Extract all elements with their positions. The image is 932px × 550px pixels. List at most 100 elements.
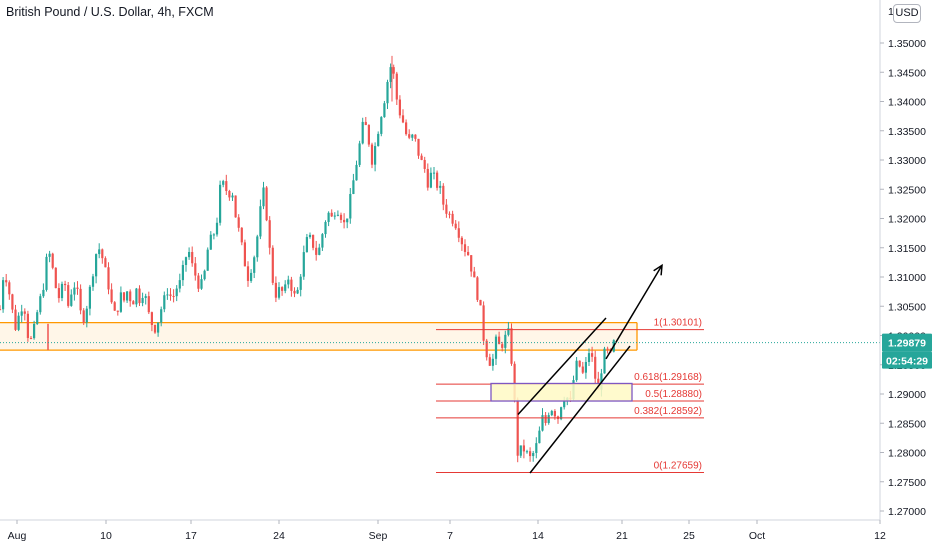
candle-body (339, 214, 343, 220)
candle-body (287, 279, 290, 285)
candle-body (594, 356, 597, 379)
candle-body (405, 122, 408, 135)
y-tick-label: 1.35000 (888, 38, 926, 50)
candle-body (253, 257, 256, 273)
candle-body (547, 415, 550, 423)
candle-body (392, 67, 395, 74)
golden-pocket-box[interactable] (490, 382, 633, 402)
x-tick-label: Aug (8, 530, 27, 542)
candle-body (101, 249, 104, 259)
candle-body (119, 292, 122, 312)
candlestick-series (0, 55, 615, 463)
x-tick-label: 10 (100, 530, 112, 542)
candle-body (33, 323, 36, 339)
support-resistance-zone[interactable] (0, 321, 638, 351)
candle-body (2, 280, 5, 310)
candle-body (383, 103, 386, 118)
candle-body (197, 275, 200, 289)
candle-body (26, 313, 29, 338)
candle-body (237, 217, 240, 228)
candle-body (494, 336, 498, 359)
candle-body (104, 258, 107, 268)
candle-body (591, 353, 594, 357)
candle-body (367, 125, 370, 145)
candle-body (436, 172, 439, 188)
candle-body (166, 294, 169, 296)
candle-body (138, 288, 141, 304)
y-tick-label: 1.30500 (888, 301, 926, 313)
candle-body (349, 193, 352, 219)
candle-body (228, 191, 231, 198)
candle-body (308, 234, 312, 238)
candle-body (95, 254, 98, 277)
channel-upper-line[interactable] (517, 317, 607, 415)
candle-body (420, 155, 423, 160)
bar-countdown-value: 02:54:29 (886, 356, 928, 368)
projection-arrow-line[interactable] (605, 264, 663, 360)
trend-drawings[interactable] (0, 263, 880, 474)
candle-body (411, 134, 414, 138)
x-tick-label: 7 (447, 530, 453, 542)
candle-body (448, 213, 451, 215)
candle-body (327, 212, 330, 222)
candle-body (395, 73, 398, 100)
candle-body (194, 263, 197, 276)
candle-body (513, 363, 516, 400)
candle-body (315, 247, 318, 255)
y-tick-label: 1.33000 (888, 155, 926, 167)
candle-body (57, 288, 60, 299)
candle-body (352, 180, 355, 194)
candle-body (5, 280, 8, 283)
x-tick-label: 25 (683, 530, 695, 542)
candle-body (45, 256, 48, 290)
candle-body (54, 267, 57, 289)
candle-body (398, 99, 401, 116)
candle-body (262, 187, 265, 207)
candle-body (374, 146, 377, 165)
candle-body (429, 172, 432, 188)
candle-body (457, 228, 460, 238)
x-tick-label: 17 (185, 530, 197, 542)
candle-body (414, 134, 417, 139)
candle-body (563, 400, 566, 408)
candle-body (175, 288, 178, 297)
candle-body (442, 185, 445, 205)
candle-body (209, 234, 212, 250)
candle-body (358, 143, 361, 165)
candle-body (336, 214, 339, 216)
x-tick-label: 14 (532, 530, 544, 542)
candle-body (132, 301, 135, 305)
candle-body (274, 282, 277, 298)
candle-body (361, 121, 364, 144)
currency-button[interactable]: USD (893, 4, 921, 23)
candle-body (215, 222, 219, 235)
y-tick-label: 1.27000 (888, 506, 926, 518)
candle-body (432, 172, 436, 174)
channel-lower-line[interactable] (529, 345, 631, 474)
candle-body (212, 234, 215, 236)
candle-body (370, 144, 374, 165)
candle-body (147, 296, 150, 313)
candle-body (91, 276, 95, 287)
last-price-value: 1.29879 (888, 338, 926, 350)
last-price-tag[interactable] (882, 333, 932, 352)
candle-body (343, 219, 346, 223)
candle-body (302, 252, 305, 277)
y-tick-label: 1.32500 (888, 184, 926, 196)
candle-body (17, 315, 20, 330)
candle-body (250, 272, 253, 281)
candle-body (290, 279, 293, 291)
candle-body (11, 294, 14, 310)
y-tick-label: 1.27500 (888, 477, 926, 489)
candle-body (243, 242, 246, 267)
y-tick-label-top: 1 (888, 6, 894, 18)
candle-body (389, 67, 392, 82)
candle-body (560, 407, 563, 420)
candle-body (240, 227, 243, 243)
candle-body (293, 290, 296, 294)
candle-body (498, 336, 501, 345)
candle-body (380, 117, 383, 134)
candle-body (377, 133, 380, 147)
candle-body (525, 451, 529, 453)
